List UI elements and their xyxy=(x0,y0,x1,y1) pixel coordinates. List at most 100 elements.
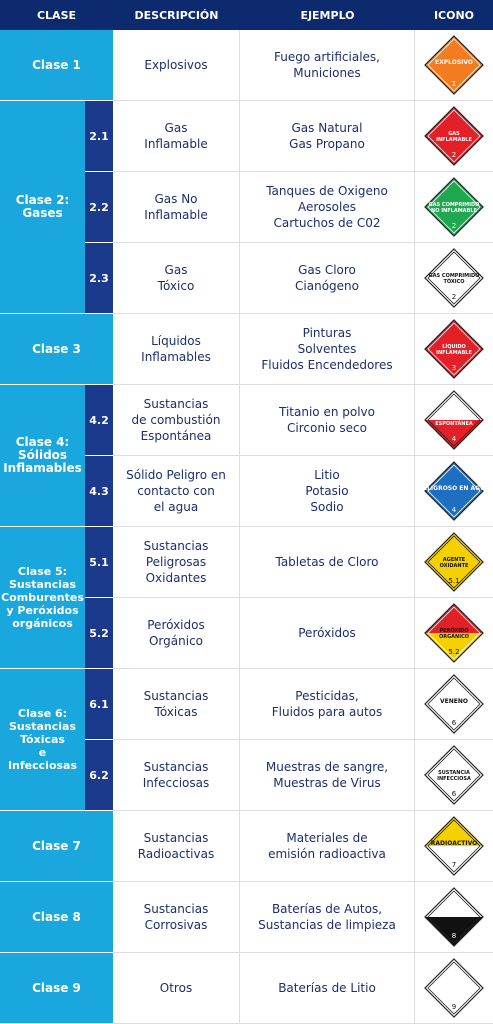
diamond-border xyxy=(424,887,484,947)
subclass-cell: 4.3 xyxy=(85,456,113,527)
description-cell: Otros xyxy=(113,953,240,1024)
diamond-top xyxy=(425,107,483,136)
diamond-border xyxy=(424,319,484,379)
diamond-top xyxy=(425,675,483,704)
icon-number: 7 xyxy=(452,861,456,869)
description-line: Espontánea xyxy=(140,429,212,443)
description-line: Sustancias xyxy=(143,902,209,916)
example-line: Sustancias de limpieza xyxy=(258,918,396,932)
example-line: Fluidos Encendedores xyxy=(261,358,393,372)
description-line: Sustancias xyxy=(143,760,209,774)
icon-label: VENENO xyxy=(440,698,468,705)
diamond-inner xyxy=(427,464,481,518)
class-label: Tóxicas xyxy=(20,733,65,746)
icon-number: 5.1 xyxy=(448,577,459,585)
class-cell: Clase 6: Sustancias Tóxicas e Infecciosas xyxy=(0,669,85,811)
icon-label: INFECCIOSA xyxy=(437,776,471,782)
diamond-inner xyxy=(427,890,481,944)
description-line: Peróxidos xyxy=(147,618,205,632)
diamond-bottom xyxy=(425,349,483,378)
diamond-bottom xyxy=(425,65,483,94)
icon-label: CORROSIVO xyxy=(434,911,474,918)
example-cell: Fuego artificiales, Municiones xyxy=(240,30,415,101)
description-line: Inflamables xyxy=(141,350,211,364)
icon-label: OXIDANTE xyxy=(440,563,469,569)
example-line: Titanio en polvo xyxy=(279,405,375,419)
class-label: Sólidos xyxy=(17,448,68,462)
example-cell: Gas Natural Gas Propano xyxy=(240,101,415,172)
diamond-inner xyxy=(427,393,481,447)
diamond-border xyxy=(424,603,484,663)
description-line: Infecciosas xyxy=(142,776,210,790)
diamond-inner xyxy=(427,677,481,731)
description-line: contacto con xyxy=(137,484,215,498)
example-line: Baterías de Litio xyxy=(278,981,376,995)
class-label: y Peróxidos xyxy=(6,604,79,617)
diamond-inner xyxy=(427,606,481,660)
icon-cell: RADIOACTIVO 7 xyxy=(415,811,493,882)
icon-number: 5.2 xyxy=(448,648,459,656)
subclass-cell: 6.2 xyxy=(85,740,113,811)
icon-number: 2 xyxy=(452,151,456,159)
diamond-top xyxy=(425,36,483,65)
subclass-cell: 2.3 xyxy=(85,243,113,314)
description-line: Otros xyxy=(159,981,193,995)
class-label: Inflamables xyxy=(3,461,82,475)
example-line: Aerosoles xyxy=(298,200,356,214)
example-cell: Materiales de emisión radioactiva xyxy=(240,811,415,882)
example-line: Materiales de xyxy=(286,831,368,845)
description-cell: Gas Inflamable xyxy=(113,101,240,172)
diamond-top xyxy=(425,746,483,775)
diamond-bottom xyxy=(425,704,483,733)
example-cell: Tanques de Oxigeno Aerosoles Cartuchos de … xyxy=(240,172,415,243)
icon-number: 8 xyxy=(452,932,456,940)
example-line: Cianógeno xyxy=(295,279,359,293)
subclass-cell: 2.1 xyxy=(85,101,113,172)
icon-label: GAS COMPRIMIDO xyxy=(429,273,480,279)
class-label: Clase 4: xyxy=(15,435,70,449)
diamond-top xyxy=(425,533,483,562)
diamond-border xyxy=(424,461,484,521)
diamond-border xyxy=(424,745,484,805)
diamond-bottom xyxy=(425,846,483,875)
diamond-border xyxy=(424,35,484,95)
description-cell: Sustancias Corrosivas xyxy=(113,882,240,953)
example-line: Baterías de Autos, xyxy=(271,902,383,916)
example-cell: Baterías de Autos, Sustancias de limpieza xyxy=(240,882,415,953)
icon-label: NO INFLAMABLE xyxy=(431,208,478,214)
description-line: Sustancias xyxy=(143,397,209,411)
icon-label: RADIOACTIVO xyxy=(431,840,477,847)
class-label: Clase 5: xyxy=(17,565,68,578)
diamond-bottom xyxy=(425,988,483,1017)
diamond-top xyxy=(425,604,483,633)
description-line: de combustión xyxy=(131,413,221,427)
class-label: Clase 3 xyxy=(32,341,81,356)
description-line: Radioactivas xyxy=(137,847,215,861)
icon-cell: GAS COMPRIMIDO NO INFLAMABLE 2 xyxy=(415,172,493,243)
icon-label: ORGÁNICO xyxy=(439,633,469,640)
subclass-cell: 5.2 xyxy=(85,598,113,669)
example-cell: Litio Potasio Sodio xyxy=(240,456,415,527)
description-cell: Sólido Peligro en contacto con el agua xyxy=(113,456,240,527)
description-line: Oxidantes xyxy=(145,571,207,585)
subclass-cell: 2.2 xyxy=(85,172,113,243)
icon-number: 2 xyxy=(452,222,456,230)
description-cell: Sustancias Radioactivas xyxy=(113,811,240,882)
subclass-cell: 5.1 xyxy=(85,527,113,598)
description-line: Inflamable xyxy=(144,137,208,151)
description-cell: Sustancias de combustión Espontánea xyxy=(113,385,240,456)
diamond-border xyxy=(424,177,484,237)
class-label: Clase 1 xyxy=(32,57,81,72)
diamond-inner xyxy=(427,109,481,163)
class-label: Clase 7 xyxy=(32,838,81,853)
subclass-cell: 6.1 xyxy=(85,669,113,740)
icon-cell: CORROSIVO 8 xyxy=(415,882,493,953)
hazard-diamond: VENENO 6 xyxy=(424,674,484,734)
description-line: Sustancias xyxy=(143,539,209,553)
